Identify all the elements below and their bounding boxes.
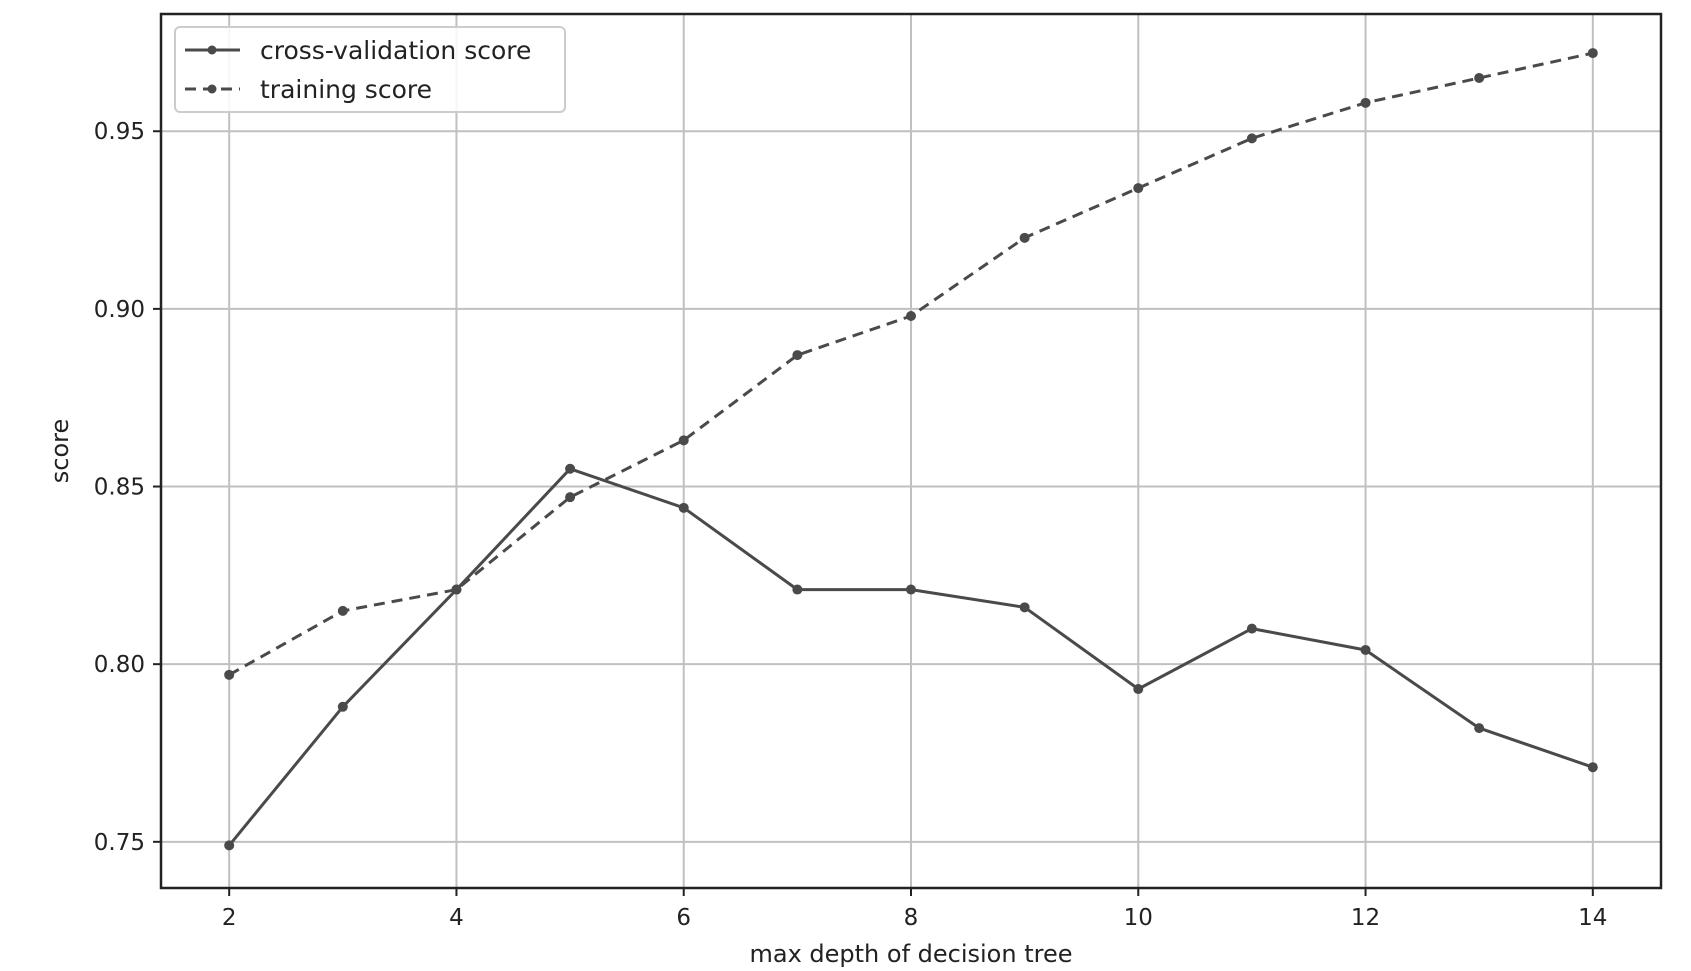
series-layer bbox=[224, 48, 1598, 851]
series-training-score bbox=[224, 48, 1598, 680]
data-point-training-score bbox=[1246, 133, 1257, 144]
x-tick-label: 14 bbox=[1578, 905, 1607, 931]
grid bbox=[161, 14, 1661, 888]
data-point-cross-validation-score bbox=[1246, 623, 1257, 634]
legend-swatch-marker bbox=[207, 84, 217, 94]
data-point-cross-validation-score bbox=[1360, 644, 1371, 655]
data-point-training-score bbox=[451, 584, 462, 595]
data-point-training-score bbox=[906, 310, 916, 321]
data-point-training-score bbox=[1587, 48, 1598, 59]
data-point-cross-validation-score bbox=[1019, 602, 1030, 613]
data-point-training-score bbox=[1133, 183, 1144, 194]
data-point-cross-validation-score bbox=[224, 840, 235, 851]
x-axis-label: max depth of decision tree bbox=[749, 940, 1072, 968]
legend: cross-validation score training score bbox=[174, 26, 566, 113]
x-tick-label: 12 bbox=[1351, 905, 1380, 931]
x-tick-label: 8 bbox=[904, 905, 919, 931]
y-axis-label: score bbox=[46, 419, 74, 484]
data-point-cross-validation-score bbox=[906, 584, 916, 595]
data-point-training-score bbox=[337, 605, 348, 616]
y-tick-label: 0.85 bbox=[94, 475, 145, 501]
x-tick-label: 2 bbox=[222, 905, 237, 931]
x-tick-label: 4 bbox=[449, 905, 464, 931]
legend-label-training-score: training score bbox=[260, 75, 432, 104]
x-tick-label: 6 bbox=[676, 905, 691, 931]
legend-entry-training-score: training score bbox=[185, 75, 432, 104]
y-tick-label: 0.95 bbox=[94, 119, 145, 145]
data-point-cross-validation-score bbox=[1587, 762, 1598, 773]
data-point-training-score bbox=[565, 492, 576, 503]
y-tick-label: 0.75 bbox=[94, 830, 145, 856]
y-tick-label: 0.90 bbox=[94, 297, 145, 323]
data-point-cross-validation-score bbox=[337, 701, 348, 712]
data-point-training-score bbox=[224, 669, 235, 680]
legend-box bbox=[174, 26, 566, 113]
data-point-cross-validation-score bbox=[678, 502, 689, 513]
x-axis-ticks: 2 4 6 8 10 12 14 bbox=[222, 888, 1607, 931]
data-point-cross-validation-score bbox=[1474, 723, 1485, 734]
data-point-training-score bbox=[1474, 72, 1485, 83]
data-point-cross-validation-score bbox=[792, 584, 803, 595]
y-tick-label: 0.80 bbox=[94, 652, 145, 678]
data-point-cross-validation-score bbox=[1133, 684, 1144, 695]
data-point-training-score bbox=[1019, 232, 1030, 243]
data-point-training-score bbox=[678, 435, 689, 446]
legend-swatch-marker bbox=[207, 45, 217, 55]
legend-label-cross-validation-score: cross-validation score bbox=[260, 36, 531, 65]
data-point-training-score bbox=[1360, 97, 1371, 108]
y-axis-ticks: 0.75 0.80 0.85 0.90 0.95 bbox=[94, 119, 161, 856]
data-point-cross-validation-score bbox=[565, 463, 576, 474]
x-tick-label: 10 bbox=[1124, 905, 1153, 931]
legend-entry-cross-validation-score: cross-validation score bbox=[185, 36, 531, 65]
data-point-training-score bbox=[792, 350, 803, 361]
